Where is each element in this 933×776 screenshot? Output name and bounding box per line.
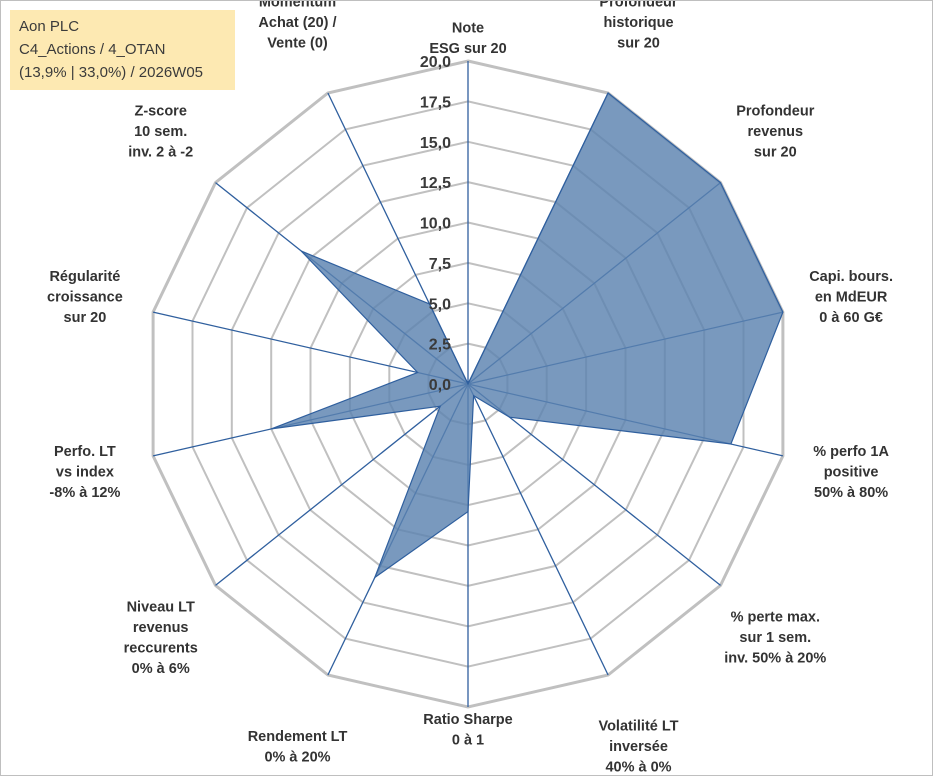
legend-box: Aon PLC C4_Actions / 4_OTAN (13,9% | 33,… [10, 10, 235, 90]
axis-label-13: Z-score 10 sem. inv. 2 à -2 [128, 104, 193, 161]
axis-label-11-line-2: vs index [56, 465, 114, 481]
axis-label-6-line-1: % perte max. [731, 610, 820, 626]
axis-label-6-line-3: inv. 50% à 20% [724, 651, 826, 667]
axis-label-12: Régularité croissance sur 20 [47, 269, 123, 326]
axis-spoke-12 [152, 311, 469, 385]
axis-label-9: Rendement LT 0% à 20% [248, 729, 348, 766]
axis-label-13-line-1: Z-score [135, 104, 187, 120]
tick-label-8: 20,0 [420, 54, 451, 71]
axis-label-9-line-1: Rendement LT [248, 729, 348, 745]
axis-label-1-line-1: Note [452, 21, 484, 37]
legend-company-name: Aon PLC [19, 18, 80, 35]
axis-label-12-line-2: croissance [47, 290, 123, 306]
radar-series [270, 92, 784, 580]
axis-label-10-line-1: Niveau LT [127, 599, 195, 615]
axis-label-14-line-3: Vente (0) [267, 35, 328, 51]
axis-label-7-line-2: inversée [609, 739, 668, 755]
tick-label-3: 7,5 [429, 256, 451, 273]
axis-label-4-line-3: 0 à 60 G€ [819, 310, 883, 326]
axis-label-14-line-2: Achat (20) / [258, 15, 336, 31]
axis-label-7-line-3: 40% à 0% [605, 760, 671, 775]
axis-label-11: Perfo. LT vs index -8% à 12% [49, 444, 120, 501]
legend-category: C4_Actions / 4_OTAN [19, 41, 166, 58]
axis-label-8-line-2: 0 à 1 [452, 733, 484, 749]
tick-label-5: 12,5 [420, 175, 451, 192]
tick-label-6: 15,0 [420, 135, 451, 152]
axis-label-3-line-1: Profondeur [736, 104, 814, 120]
axis-label-2-line-3: sur 20 [617, 35, 660, 51]
axis-label-4-line-2: en MdEUR [815, 290, 888, 306]
axis-label-3-line-3: sur 20 [754, 145, 797, 161]
axis-label-9-line-2: 0% à 20% [264, 749, 330, 765]
tick-label-7: 17,5 [420, 94, 451, 111]
axis-label-4-line-1: Capi. bours. [809, 269, 893, 285]
axis-label-8-line-1: Ratio Sharpe [423, 712, 512, 728]
axis-label-13-line-2: 10 sem. [134, 124, 187, 140]
axis-label-12-line-1: Régularité [49, 269, 120, 285]
axis-label-5: % perfo 1A positive 50% à 80% [813, 444, 889, 501]
axis-label-4: Capi. bours. en MdEUR 0 à 60 G€ [809, 269, 893, 326]
axis-label-1-line-2: ESG sur 20 [429, 41, 506, 57]
legend-stats: (13,9% | 33,0%) / 2026W05 [19, 64, 203, 81]
radar-axis-labels: Note ESG sur 20 Profondeur historique sur 20… [47, 1, 893, 775]
axis-label-14: Momentum Achat (20) / Vente (0) [258, 1, 336, 51]
axis-label-5-line-3: 50% à 80% [814, 485, 888, 501]
axis-label-10: Niveau LT revenus reccurents 0% à 6% [124, 599, 198, 677]
axis-spoke-10 [215, 383, 469, 586]
axis-label-10-line-3: reccurents [124, 640, 198, 656]
axis-label-11-line-3: -8% à 12% [49, 485, 120, 501]
axis-label-3-line-2: revenus [747, 124, 803, 140]
axis-label-12-line-3: sur 20 [64, 310, 107, 326]
tick-label-4: 10,0 [420, 216, 451, 233]
axis-label-1: Note ESG sur 20 [429, 21, 506, 58]
axis-label-5-line-1: % perfo 1A [813, 444, 889, 460]
axis-label-13-line-3: inv. 2 à -2 [128, 145, 193, 161]
axis-label-2: Profondeur historique sur 20 [599, 1, 677, 51]
axis-spoke-7 [467, 383, 609, 676]
axis-label-5-line-2: positive [824, 465, 879, 481]
axis-label-6: % perte max. sur 1 sem. inv. 50% à 20% [724, 610, 826, 667]
axis-label-7-line-1: Volatilité LT [598, 719, 678, 735]
axis-label-11-line-1: Perfo. LT [54, 444, 116, 460]
series-area [270, 92, 784, 580]
axis-label-8: Ratio Sharpe 0 à 1 [423, 712, 512, 749]
axis-label-7: Volatilité LT inversée 40% à 0% [598, 719, 678, 775]
tick-label-1: 2,5 [429, 337, 451, 354]
axis-label-2-line-2: historique [603, 15, 673, 31]
axis-label-10-line-2: revenus [133, 620, 189, 636]
axis-label-2-line-1: Profondeur [599, 1, 677, 10]
axis-label-10-line-4: 0% à 6% [132, 661, 190, 677]
axis-label-14-line-1: Momentum [259, 1, 336, 10]
axis-label-6-line-2: sur 1 sem. [739, 630, 811, 646]
radar-tick-labels: 0,0 2,5 5,0 7,5 10,0 12,5 15,0 17,5 20,0 [420, 54, 451, 394]
tick-label-0: 0,0 [429, 377, 451, 394]
tick-label-2: 5,0 [429, 296, 451, 313]
axis-label-3: Profondeur revenus sur 20 [736, 104, 814, 161]
